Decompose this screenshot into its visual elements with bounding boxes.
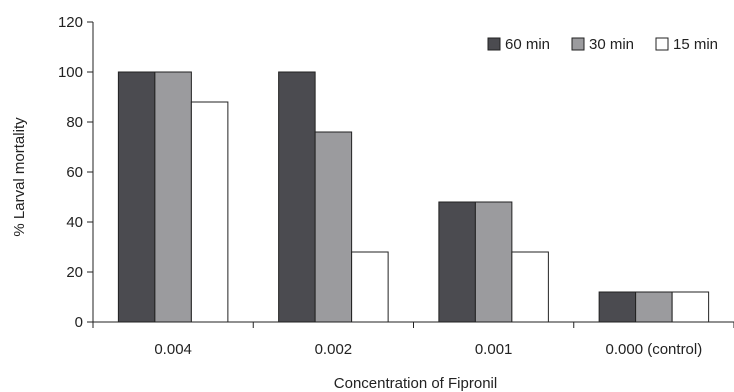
y-tick-label: 60 bbox=[66, 164, 83, 181]
bar-15-min-3 bbox=[671, 291, 710, 323]
bar-15-min-0 bbox=[190, 101, 229, 323]
bar-15-min-2 bbox=[511, 251, 549, 323]
bar-15-min-1 bbox=[351, 251, 389, 323]
bar-60-min-3 bbox=[598, 291, 637, 323]
x-category-label: 0.004 bbox=[154, 341, 192, 358]
legend-swatch-30-min bbox=[571, 37, 585, 51]
x-ticks-group: 0.004 0.002 0.001 0.000 (control) bbox=[92, 322, 734, 358]
bar-30-min-2 bbox=[474, 201, 513, 323]
legend-label: 30 min bbox=[589, 36, 634, 53]
x-category-label: 0.000 (control) bbox=[606, 341, 703, 358]
y-tick-label: 40 bbox=[66, 214, 83, 231]
y-axis-title: % Larval mortality bbox=[11, 117, 28, 237]
bar-30-min-3 bbox=[635, 291, 673, 323]
y-tick-label: 20 bbox=[66, 264, 83, 281]
y-tick-label: 80 bbox=[66, 114, 83, 131]
y-tick-label: 120 bbox=[58, 14, 83, 31]
bar-30-min-0 bbox=[154, 71, 192, 323]
bar-60-min-0 bbox=[117, 71, 156, 323]
bar-60-min-1 bbox=[278, 71, 316, 323]
legend-swatch-60-min bbox=[487, 37, 501, 51]
x-category-label: 0.002 bbox=[315, 341, 353, 358]
y-tick-label: 100 bbox=[58, 64, 83, 81]
x-category-label: 0.001 bbox=[475, 341, 513, 358]
bars-group bbox=[117, 71, 710, 323]
bar-60-min-2 bbox=[438, 201, 476, 323]
x-axis-title: Concentration of Fipronil bbox=[334, 375, 497, 392]
y-tick-label: 0 bbox=[75, 314, 83, 331]
legend-label: 60 min bbox=[505, 36, 550, 53]
legend-label: 15 min bbox=[673, 36, 718, 53]
y-ticks-group: 0 20 40 60 80 100 120 bbox=[58, 14, 93, 331]
legend-swatch-15-min bbox=[655, 37, 669, 51]
bar-30-min-1 bbox=[314, 131, 353, 323]
legend: 60 min 30 min 15 min bbox=[487, 36, 718, 53]
